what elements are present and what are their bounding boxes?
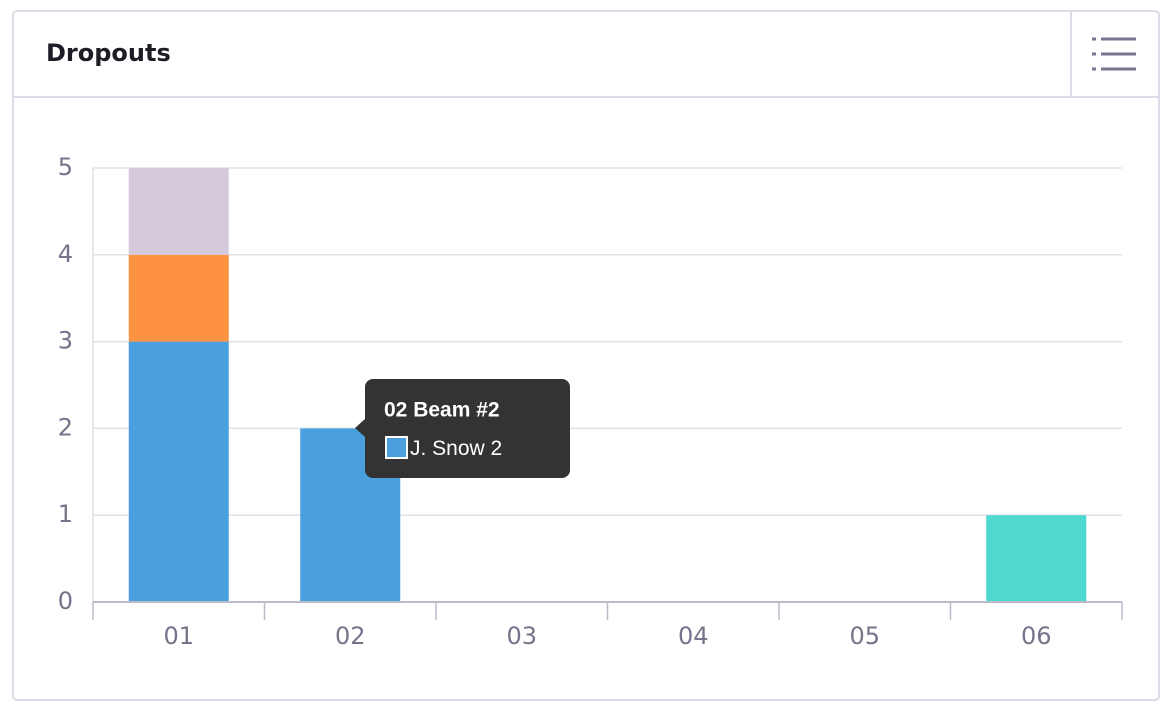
card-title: Dropouts [46,39,171,67]
y-tick-label: 4 [58,240,73,268]
bar-segment [128,341,229,602]
menu-button[interactable] [1092,37,1136,71]
bar-segment [128,168,229,255]
tooltip-title: 02 Beam #2 [384,399,500,422]
tooltip: 02 Beam #2 J. Snow 2 [355,379,570,478]
x-tick-label: 03 [506,622,537,650]
x-tick-label: 05 [849,622,880,650]
x-tick-label: 06 [1021,622,1052,650]
x-tick-label: 02 [335,622,366,650]
y-tick-label: 3 [58,327,73,355]
y-tick-label: 1 [58,500,73,528]
tooltip-series: J. Snow [410,437,486,460]
y-tick-label: 0 [58,587,73,615]
x-tick-label: 04 [678,622,709,650]
tooltip-swatch [385,436,408,459]
card [12,10,1160,701]
y-tick-label: 2 [58,413,73,441]
bar-segment [128,254,229,342]
tooltip-entry: J. Snow 2 [410,437,502,460]
bar-segment [986,515,1087,602]
tooltip-value: 2 [491,437,503,460]
tooltip-box [365,379,570,478]
x-tick-label: 01 [163,622,194,650]
y-tick-label: 5 [58,153,73,181]
tooltip-arrow [355,419,365,437]
